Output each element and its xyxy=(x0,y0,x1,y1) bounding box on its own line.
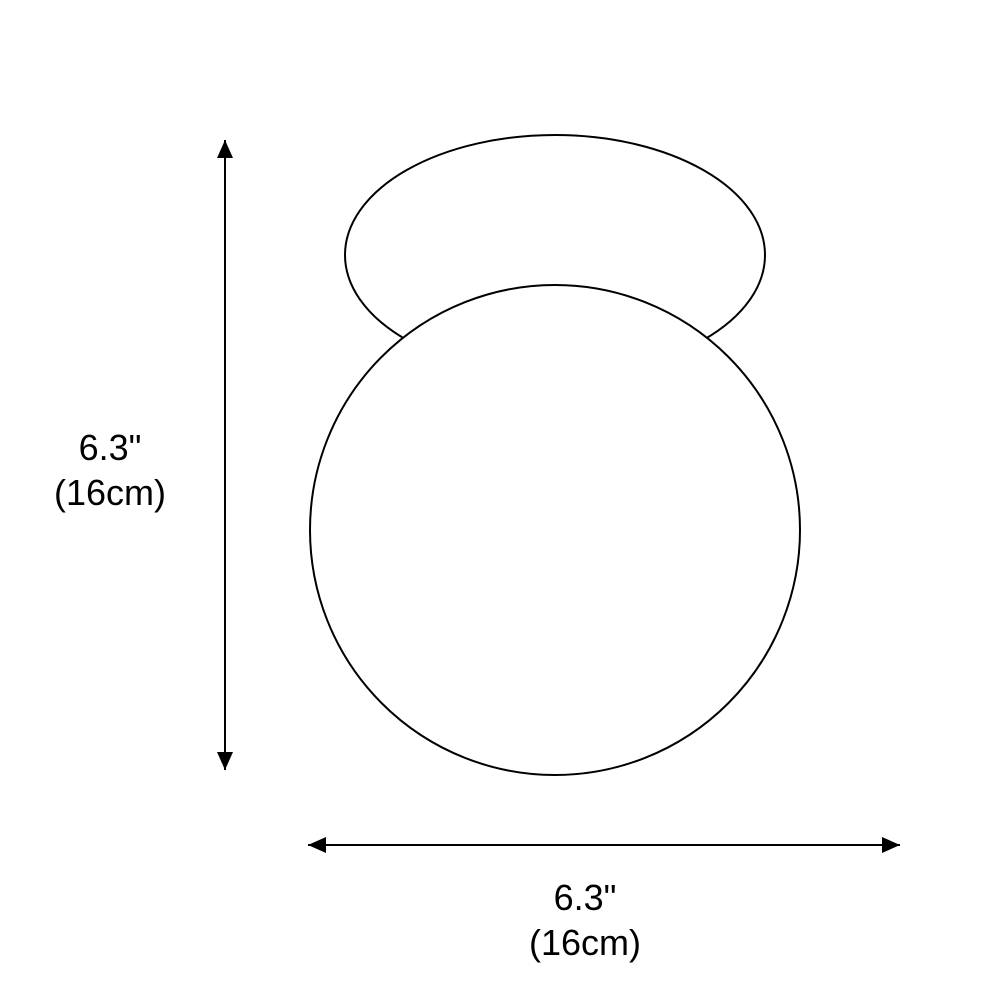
horizontal-dim-imperial: 6.3" xyxy=(554,877,617,918)
vertical-dim-imperial: 6.3" xyxy=(79,427,142,468)
dimension-diagram: 6.3" (16cm) 6.3" (16cm) xyxy=(0,0,1000,1000)
horizontal-dimension: 6.3" (16cm) xyxy=(308,837,900,963)
horizontal-dim-metric: (16cm) xyxy=(529,922,641,963)
globe-circle xyxy=(310,285,800,775)
vertical-dimension: 6.3" (16cm) xyxy=(54,140,233,770)
vertical-dim-metric: (16cm) xyxy=(54,472,166,513)
